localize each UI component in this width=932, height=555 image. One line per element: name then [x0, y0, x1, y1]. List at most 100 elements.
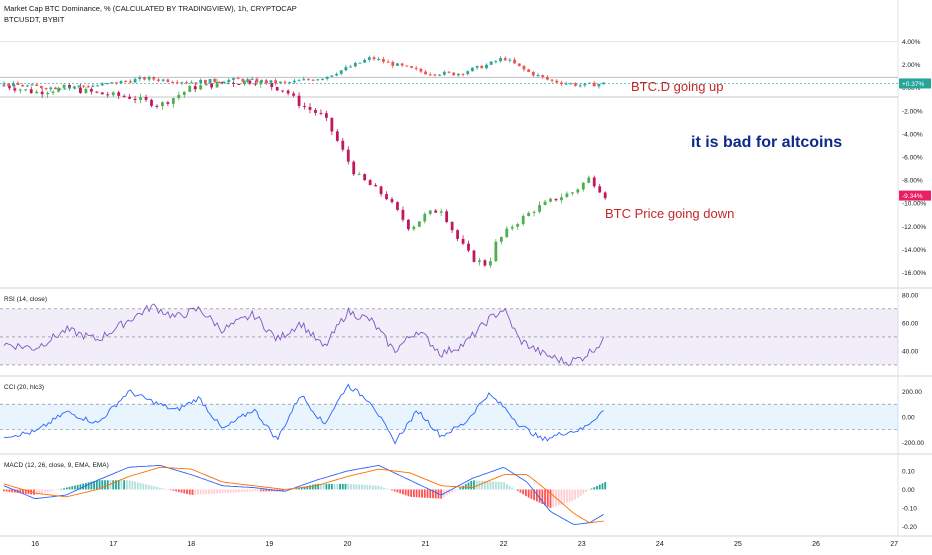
macd-histogram-bar: [131, 481, 134, 490]
macd-histogram-bar: [35, 489, 38, 495]
macd-histogram-bar: [538, 489, 541, 503]
dominance-candle: [11, 82, 15, 86]
dominance-candle: [166, 79, 170, 82]
macd-histogram-bar: [33, 489, 35, 495]
dominance-candle: [185, 82, 189, 84]
macd-histogram-bar: [93, 481, 95, 490]
btcusdt-candle: [275, 87, 279, 91]
symbol-title[interactable]: Market Cap BTC Dominance, % (CALCULATED …: [4, 4, 297, 13]
dominance-candle: [536, 75, 540, 77]
dominance-candle: [522, 65, 526, 70]
btcusdt-candle: [286, 90, 290, 94]
macd-histogram-bar: [511, 487, 514, 490]
dominance-candle: [499, 58, 502, 62]
macd-histogram-bar: [557, 489, 560, 506]
macd-histogram-bar: [587, 489, 590, 491]
btcusdt-candle: [117, 92, 121, 96]
btcusdt-candle: [128, 96, 132, 99]
dominance-candle: [54, 87, 57, 90]
dominance-candle: [91, 85, 95, 87]
macd-histogram-bar: [574, 489, 577, 500]
macd-histogram-bar: [232, 489, 235, 493]
dominance-candle: [236, 78, 240, 80]
macd-histogram-bar: [101, 480, 104, 490]
time-axis-tick-label: 24: [656, 541, 664, 548]
macd-histogram-bar: [598, 484, 601, 490]
btcusdt-candle: [510, 226, 514, 229]
macd-histogram-bar: [8, 489, 11, 492]
macd-histogram-bar: [202, 489, 205, 495]
btcusdt-candle: [488, 261, 492, 266]
macd-histogram-bar: [57, 489, 60, 490]
btcusdt-candle: [346, 149, 350, 162]
btcusdt-candle: [592, 177, 596, 187]
macd-histogram-bar: [467, 482, 470, 490]
macd-histogram-bar: [396, 489, 399, 493]
btcusdt-candle: [204, 83, 208, 86]
dominance-candle: [489, 61, 493, 65]
dominance-candle: [597, 84, 601, 87]
btcusdt-candle: [46, 92, 50, 95]
btcusdt-candle: [505, 228, 509, 237]
macd-histogram-bar: [541, 489, 544, 505]
dominance-candle: [114, 82, 118, 84]
dominance-candle: [302, 79, 306, 81]
macd-histogram-bar: [527, 489, 530, 498]
dominance-candle: [330, 75, 334, 77]
macd-histogram-bar: [434, 489, 437, 499]
macd-histogram-bar: [456, 488, 459, 490]
last-value-badge: [899, 78, 931, 89]
macd-histogram-bar: [514, 489, 516, 490]
dominance-candle: [602, 82, 606, 85]
macd-histogram-bar: [429, 489, 432, 499]
dominance-candle: [269, 80, 273, 83]
macd-histogram-bar: [423, 489, 426, 498]
dominance-candle: [175, 82, 179, 84]
btcusdt-candle: [434, 210, 438, 213]
dominance-candle: [531, 71, 535, 76]
compare-symbol-title[interactable]: BTCUSDT, BYBIT: [4, 15, 65, 24]
dominance-candle: [316, 79, 320, 81]
dominance-candle: [503, 58, 507, 61]
dominance-candle: [227, 79, 231, 82]
macd-histogram-bar: [582, 489, 585, 494]
macd-histogram-bar: [177, 489, 180, 493]
dominance-candle: [541, 75, 545, 77]
btcusdt-candle: [603, 192, 607, 199]
macd-histogram-bar: [175, 489, 177, 492]
dominance-candle: [550, 79, 554, 81]
btcusdt-candle: [560, 197, 563, 201]
btcusdt-candle: [270, 83, 274, 88]
macd-histogram-bar: [426, 489, 429, 498]
macd-histogram-bar: [410, 489, 413, 497]
dominance-candle: [456, 73, 460, 76]
btcusdt-candle: [155, 105, 159, 107]
macd-histogram-bar: [251, 489, 254, 492]
macd-histogram-bar: [235, 489, 238, 493]
dominance-candle: [218, 81, 221, 83]
macd-histogram-bar: [246, 489, 249, 492]
dominance-candle: [77, 85, 81, 87]
btcusdt-candle: [472, 250, 476, 262]
dominance-candle: [471, 67, 474, 72]
macd-histogram-bar: [38, 489, 41, 494]
macd-histogram-bar: [412, 489, 415, 498]
dominance-candle: [39, 85, 43, 89]
btcusdt-candle: [259, 81, 263, 85]
btcusdt-candle: [100, 92, 104, 95]
macd-histogram-bar: [158, 487, 161, 490]
btcusdt-candle: [396, 202, 399, 210]
macd-histogram-bar: [503, 482, 505, 490]
btcusdt-candle: [84, 88, 88, 93]
btcusdt-candle: [576, 189, 580, 193]
dominance-candle: [288, 82, 292, 84]
btcusdt-candle: [461, 238, 465, 244]
cci-axis-tick-label: -200.00: [902, 440, 924, 447]
btcusdt-candle: [111, 92, 115, 96]
btcusdt-candle: [335, 131, 339, 141]
dominance-candle: [372, 57, 376, 60]
macd-histogram-bar: [218, 489, 221, 494]
macd-histogram-bar: [19, 489, 22, 494]
